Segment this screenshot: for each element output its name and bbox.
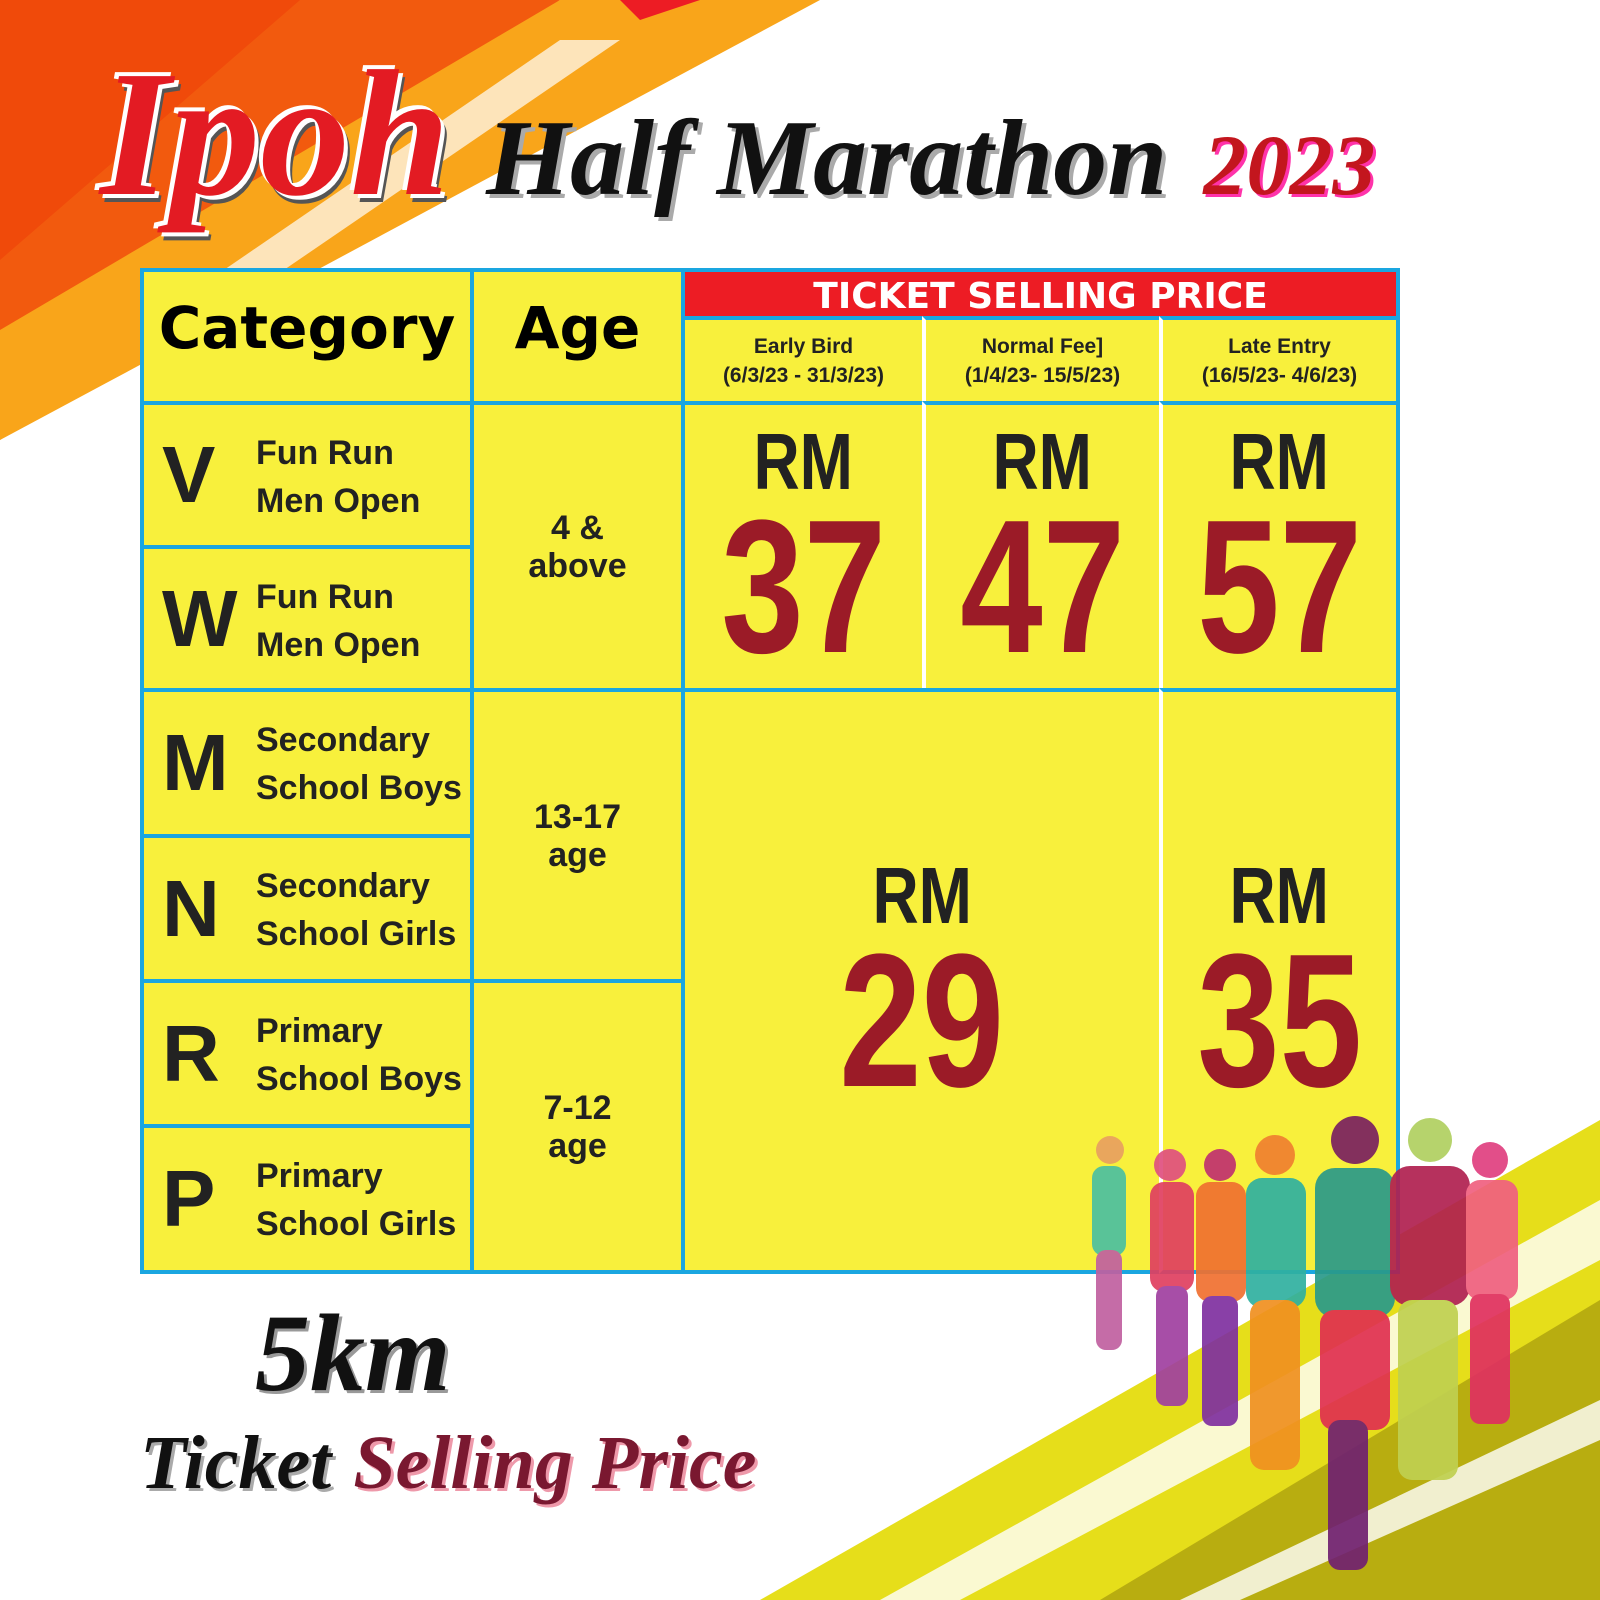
category-code: R	[162, 1008, 220, 1098]
title-row: Ipoh Half Marathon 2023	[100, 30, 1375, 237]
footer-distance: 5km	[255, 1292, 451, 1414]
age-open: 4 & above	[470, 401, 685, 692]
age-primary: 7-12 age	[470, 979, 685, 1274]
period-name: Late Entry	[1228, 334, 1331, 358]
category-label: Secondary School Girls	[256, 867, 457, 953]
category-label: Fun Run Men Open	[256, 578, 421, 664]
title-ipoh: Ipoh	[100, 34, 451, 233]
category-label: Fun Run Men Open	[256, 434, 421, 520]
category-code: M	[162, 718, 229, 807]
header-category: Category	[140, 268, 474, 405]
period-name: Early Bird	[753, 334, 854, 358]
period-dates: (16/5/23- 4/6/23)	[1201, 363, 1358, 387]
period-dates: (1/4/23- 15/5/23)	[964, 363, 1121, 387]
period-early-bird: Early Bird (6/3/23 - 31/3/23)	[681, 316, 926, 405]
category-label: Secondary School Boys	[256, 721, 462, 807]
period-dates: (6/3/23 - 31/3/23)	[722, 363, 885, 387]
title-half-marathon: Half Marathon	[486, 99, 1168, 218]
period-normal-fee: Normal Fee] (1/4/23- 15/5/23)	[922, 316, 1163, 405]
period-name: Normal Fee]	[981, 334, 1104, 358]
price-school-early-normal: RM 29	[681, 688, 1163, 1274]
category-code: P	[162, 1154, 216, 1243]
price-school-late: RM 35	[1159, 688, 1400, 1274]
footer-row: Ticket Selling Price	[140, 1420, 757, 1507]
category-code: W	[162, 573, 238, 663]
category-row-r: R Primary School Boys	[140, 979, 474, 1128]
footer-selling-price: Selling Price	[353, 1421, 757, 1505]
category-label: Primary School Boys	[256, 1012, 462, 1098]
category-code: N	[162, 863, 220, 953]
price-open-normal: RM 47	[922, 401, 1163, 692]
category-code: V	[162, 430, 216, 519]
header-ticket-price: TICKET SELLING PRICE	[681, 268, 1400, 320]
title-year: 2023	[1203, 117, 1376, 213]
category-row-p: P Primary School Girls	[140, 1124, 474, 1274]
period-late-entry: Late Entry (16/5/23- 4/6/23)	[1159, 316, 1400, 405]
category-row-v: V Fun Run Men Open	[140, 401, 474, 549]
age-secondary: 13-17 age	[470, 688, 685, 983]
runners-illustration	[1092, 1116, 1518, 1570]
category-row-w: W Fun Run Men Open	[140, 545, 474, 692]
price-open-late: RM 57	[1159, 401, 1400, 692]
category-row-n: N Secondary School Girls	[140, 834, 474, 983]
price-open-early-bird: RM 37	[681, 401, 926, 692]
category-row-m: M Secondary School Boys	[140, 688, 474, 838]
footer-ticket: Ticket	[140, 1421, 332, 1505]
header-age: Age	[470, 268, 685, 405]
category-label: Primary School Girls	[256, 1157, 457, 1243]
